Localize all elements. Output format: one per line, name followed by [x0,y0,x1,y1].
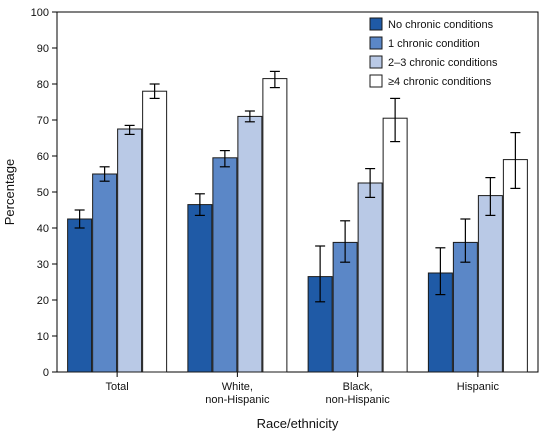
x-tick-label: Black, [343,381,373,393]
x-axis-title: Race/ethnicity [257,416,339,431]
y-tick-label: 60 [37,151,49,163]
y-tick-label: 80 [37,79,49,91]
legend: No chronic conditions 1 chronic condition… [369,17,498,88]
y-tick-label: 90 [37,43,49,55]
y-tick-label: 40 [37,223,49,235]
x-tick-label: Hispanic [457,381,500,393]
y-tick-label: 0 [43,367,49,379]
bar [92,173,118,373]
bar [452,241,478,373]
bar [142,90,168,373]
y-tick-label: 10 [37,331,49,343]
bars [67,78,528,373]
y-tick-label: 100 [31,7,49,19]
x-tick-label: non-Hispanic [205,394,270,406]
bar [502,159,528,373]
bar [382,117,408,373]
x-tick-label: non-Hispanic [326,394,391,406]
legend-label: 1 chronic condition [388,38,480,50]
y-tick-label: 50 [37,187,49,199]
y-tick-label: 30 [37,259,49,271]
bar [237,115,263,373]
y-tick-label: 20 [37,295,49,307]
legend-swatch [369,55,383,69]
axes [52,11,539,377]
bar [477,195,503,373]
error-bars [74,70,521,303]
bar [262,78,288,373]
x-tick-label: Total [106,381,129,393]
legend-label: No chronic conditions [388,19,494,31]
bar [67,218,93,373]
bar [117,128,143,373]
legend-swatch [369,17,383,31]
bar [212,157,238,373]
bar [187,204,213,373]
x-tick-label: White, [222,381,253,393]
legend-label: ≥4 chronic conditions [388,76,492,88]
y-axis-title: Percentage [2,159,17,226]
legend-swatch [369,36,383,50]
y-tick-label: 70 [37,115,49,127]
legend-swatch [369,74,383,88]
bar [357,182,383,373]
legend-label: 2–3 chronic conditions [388,57,498,69]
